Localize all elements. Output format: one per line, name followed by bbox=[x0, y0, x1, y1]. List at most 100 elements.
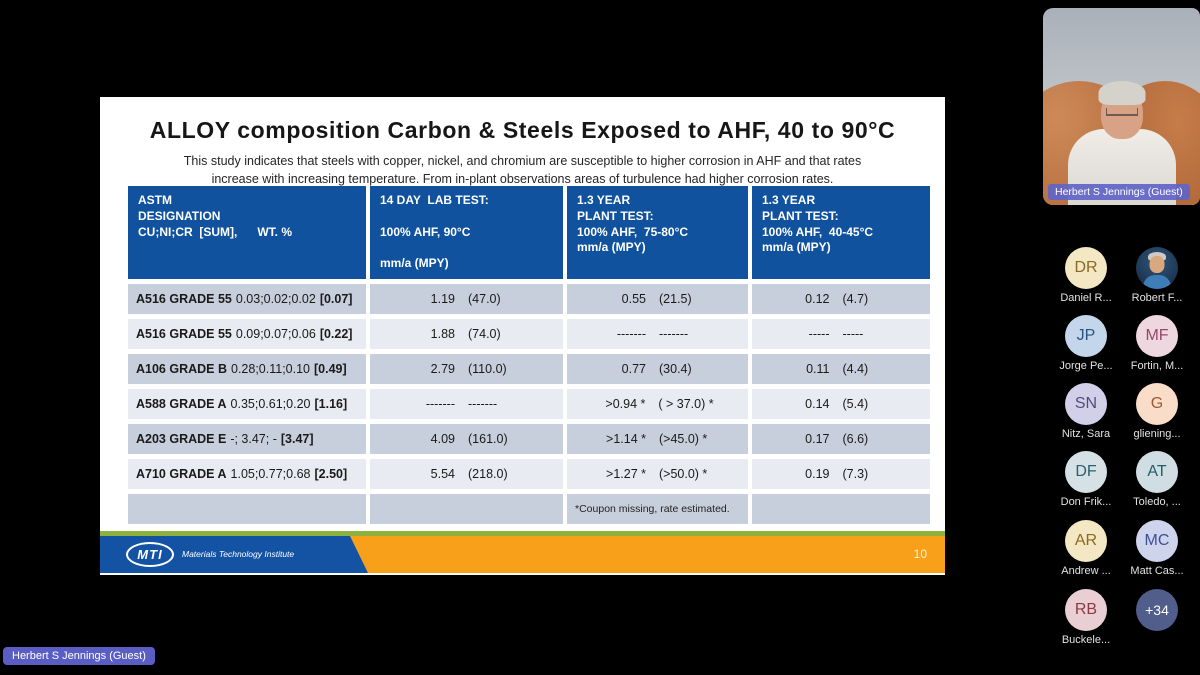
participant-avatar[interactable]: SN bbox=[1065, 383, 1107, 425]
participant-avatar[interactable]: MF bbox=[1136, 315, 1178, 357]
plant-40-cell: 0.14 (5.4) bbox=[752, 389, 930, 420]
participant-tile: MC Matt Cas... bbox=[1118, 520, 1196, 577]
participant-avatar[interactable]: MC bbox=[1136, 520, 1178, 562]
plant-40-cell: 0.19 (7.3) bbox=[752, 459, 930, 490]
plant-75-cell: ------- ------- bbox=[567, 319, 748, 350]
participant-name: Buckele... bbox=[1061, 634, 1111, 646]
active-speaker-badge: Herbert S Jennings (Guest) bbox=[3, 647, 155, 665]
table-footnote: *Coupon missing, rate estimated. bbox=[567, 494, 748, 525]
alloy-composition: 0.28;0.11;0.10 bbox=[231, 362, 311, 377]
alloy-composition: 0.35;0.61;0.20 bbox=[230, 397, 311, 412]
subtitle-line-2: increase with increasing temperature. Fr… bbox=[211, 171, 834, 186]
plant-40-cell: 0.12 (4.7) bbox=[752, 284, 930, 315]
slide-page-number: 10 bbox=[913, 547, 927, 561]
presenter-glasses bbox=[1105, 108, 1138, 116]
overflow-count: +34 bbox=[1145, 602, 1169, 618]
header-plant-test-75-80: 1.3 YEAR PLANT TEST: 100% AHF, 75-80°C m… bbox=[567, 186, 748, 280]
plant-75-cell: 0.55 (21.5) bbox=[567, 284, 748, 315]
alloy-sum: [1.16] bbox=[314, 397, 348, 412]
participant-avatar[interactable]: G bbox=[1136, 383, 1178, 425]
participant-avatar[interactable]: DR bbox=[1065, 247, 1107, 289]
alloy-sum: [0.49] bbox=[314, 362, 347, 377]
slide-footer: MTI Materials Technology Institute 10 bbox=[100, 536, 945, 573]
presenter-hair bbox=[1098, 81, 1145, 105]
footer-divider bbox=[100, 531, 945, 536]
alloy-designation: A203 GRADE E bbox=[136, 432, 227, 447]
alloy-designation: A106 GRADE B bbox=[136, 362, 227, 377]
plant-40-cell: 0.17 (6.6) bbox=[752, 424, 930, 455]
table-row: A588 GRADE A 0.35;0.61;0.20 [1.16] -------… bbox=[128, 389, 930, 420]
participant-tile: DF Don Frik... bbox=[1047, 451, 1125, 508]
alloy-designation: A710 GRADE A bbox=[136, 467, 227, 482]
alloy-composition: -; 3.47; - bbox=[230, 432, 277, 447]
participant-tile: JP Jorge Pe... bbox=[1047, 315, 1125, 372]
alloy-composition: 0.09;0.07;0.06 bbox=[235, 327, 316, 342]
face bbox=[1149, 256, 1165, 273]
participant-name: Nitz, Sara bbox=[1061, 428, 1111, 440]
table-row: A516 GRADE 55 0.09;0.07;0.06 [0.22] 1.88 (7… bbox=[128, 319, 930, 350]
shirt bbox=[1143, 275, 1171, 289]
table-header-row: ASTM DESIGNATION CU;NI;CR [SUM], WT. % 1… bbox=[128, 186, 930, 280]
avatar-initials: AT bbox=[1147, 463, 1167, 480]
participant-name: Jorge Pe... bbox=[1059, 360, 1113, 372]
table-row: A203 GRADE E -; 3.47; - [3.47] 4.09 (161.0)… bbox=[128, 424, 930, 455]
presentation-slide: ALLOY composition Carbon & Steels Expose… bbox=[100, 97, 945, 575]
participant-tile: Robert F... bbox=[1118, 247, 1196, 304]
subtitle-line-1: This study indicates that steels with co… bbox=[183, 154, 862, 168]
plant-40-cell: ----- ----- bbox=[752, 319, 930, 350]
plant-75-cell: >0.94 *( > 37.0) * bbox=[567, 389, 748, 420]
lab-test-cell: 1.88 (74.0) bbox=[370, 319, 563, 350]
alloy-sum: [0.07] bbox=[319, 292, 353, 307]
participant-name: Toledo, ... bbox=[1133, 496, 1181, 508]
mti-caption: Materials Technology Institute bbox=[182, 549, 295, 559]
participant-avatar-photo[interactable] bbox=[1136, 247, 1178, 289]
plant-75-cell: 0.77 (30.4) bbox=[567, 354, 748, 385]
header-lab-test: 14 DAY LAB TEST: 100% AHF, 90°C mm/a (MP… bbox=[370, 186, 563, 280]
lab-test-cell: 1.19 (47.0) bbox=[370, 284, 563, 315]
participant-avatar[interactable]: RB bbox=[1065, 589, 1107, 631]
header-astm-designation: ASTM DESIGNATION CU;NI;CR [SUM], WT. % bbox=[128, 186, 366, 280]
participant-tile: AR Andrew ... bbox=[1047, 520, 1125, 577]
overflow-participants-avatar[interactable]: +34 bbox=[1136, 589, 1178, 631]
participant-tile: RB Buckele... bbox=[1047, 589, 1125, 646]
participant-name: Daniel R... bbox=[1060, 292, 1112, 304]
alloy-composition: 1.05;0.77;0.68 bbox=[230, 467, 311, 482]
mti-logo-text: MTI bbox=[137, 547, 163, 562]
participant-tile: MF Fortin, M... bbox=[1118, 315, 1196, 372]
participant-name: gliening... bbox=[1133, 428, 1181, 440]
mti-logo-area: MTI Materials Technology Institute bbox=[100, 536, 368, 573]
alloy-sum: [3.47] bbox=[280, 432, 314, 447]
table-row: A106 GRADE B 0.28;0.11;0.10 [0.49] 2.79 (11… bbox=[128, 354, 930, 385]
participant-name: Don Frik... bbox=[1060, 496, 1112, 508]
slide-title: ALLOY composition Carbon & Steels Expose… bbox=[149, 117, 896, 143]
participant-avatar[interactable]: JP bbox=[1065, 315, 1107, 357]
alloy-composition: 0.03;0.02;0.02 bbox=[235, 292, 316, 307]
lab-test-cell: 5.54 (218.0) bbox=[370, 459, 563, 490]
participant-name: Fortin, M... bbox=[1130, 360, 1184, 372]
corrosion-table: ASTM DESIGNATION CU;NI;CR [SUM], WT. % 1… bbox=[124, 181, 934, 529]
avatar-initials: MF bbox=[1145, 327, 1169, 344]
participant-avatar[interactable]: AR bbox=[1065, 520, 1107, 562]
table-row: A710 GRADE A 1.05;0.77;0.68 [2.50] 5.54 (21… bbox=[128, 459, 930, 490]
participant-tile: +34 bbox=[1118, 589, 1196, 631]
participant-name: Robert F... bbox=[1131, 292, 1183, 304]
participant-avatar[interactable]: DF bbox=[1065, 451, 1107, 493]
alloy-designation: A516 GRADE 55 bbox=[136, 327, 232, 342]
presenter-video-tile[interactable]: Herbert S Jennings (Guest) bbox=[1043, 8, 1200, 205]
lab-test-cell: 4.09 (161.0) bbox=[370, 424, 563, 455]
presenter-name-badge: Herbert S Jennings (Guest) bbox=[1048, 184, 1190, 200]
plant-40-cell: 0.11 (4.4) bbox=[752, 354, 930, 385]
participant-tile: G gliening... bbox=[1118, 383, 1196, 440]
slide-subtitle: This study indicates that steels with co… bbox=[100, 153, 945, 188]
alloy-sum: [0.22] bbox=[319, 327, 353, 342]
mti-logo: MTI bbox=[126, 542, 174, 567]
alloy-designation: A588 GRADE A bbox=[136, 397, 227, 412]
table-footnote-row: *Coupon missing, rate estimated. bbox=[128, 494, 930, 525]
avatar-initials: MC bbox=[1144, 532, 1170, 549]
avatar-initials: RB bbox=[1074, 601, 1098, 618]
participant-tile: AT Toledo, ... bbox=[1118, 451, 1196, 508]
plant-75-cell: >1.27 * (>50.0) * bbox=[567, 459, 748, 490]
avatar-initials: DF bbox=[1075, 463, 1097, 480]
header-plant-test-40-45: 1.3 YEAR PLANT TEST: 100% AHF, 40-45°C m… bbox=[752, 186, 930, 280]
participant-avatar[interactable]: AT bbox=[1136, 451, 1178, 493]
